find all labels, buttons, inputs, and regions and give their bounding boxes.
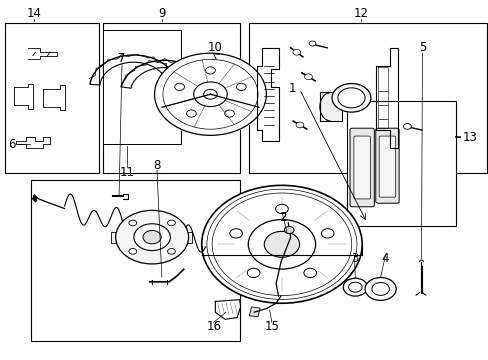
Bar <box>30 180 239 341</box>
Text: 12: 12 <box>353 8 368 21</box>
Bar <box>319 93 341 121</box>
Text: 2: 2 <box>278 211 285 224</box>
Bar <box>249 23 486 173</box>
Text: 7: 7 <box>118 52 125 65</box>
Circle shape <box>186 110 196 117</box>
Bar <box>103 30 181 144</box>
Circle shape <box>167 220 175 226</box>
Text: 3: 3 <box>350 252 357 265</box>
Circle shape <box>193 82 227 107</box>
Circle shape <box>129 220 136 226</box>
Circle shape <box>167 248 175 254</box>
Circle shape <box>303 268 316 278</box>
Circle shape <box>331 84 370 112</box>
Circle shape <box>284 226 293 234</box>
Circle shape <box>229 229 242 238</box>
Text: 13: 13 <box>461 131 476 144</box>
Text: 9: 9 <box>158 8 165 21</box>
Circle shape <box>403 123 410 129</box>
FancyBboxPatch shape <box>378 136 395 197</box>
Circle shape <box>264 231 299 257</box>
Circle shape <box>321 229 333 238</box>
Circle shape <box>174 83 184 90</box>
FancyBboxPatch shape <box>349 128 373 207</box>
Circle shape <box>236 83 245 90</box>
Text: 1: 1 <box>288 82 295 95</box>
Text: 16: 16 <box>206 320 221 333</box>
Bar <box>346 102 455 226</box>
Circle shape <box>163 59 258 129</box>
Circle shape <box>308 41 315 46</box>
Text: 8: 8 <box>153 159 161 172</box>
FancyBboxPatch shape <box>353 136 370 199</box>
Circle shape <box>343 278 367 296</box>
Circle shape <box>129 248 136 254</box>
Circle shape <box>205 67 215 74</box>
Circle shape <box>348 282 362 292</box>
Circle shape <box>371 283 388 296</box>
Circle shape <box>304 74 312 80</box>
Text: 6: 6 <box>8 138 16 151</box>
Circle shape <box>247 268 260 278</box>
Bar <box>186 232 191 243</box>
Bar <box>249 307 260 317</box>
Circle shape <box>212 193 351 296</box>
Bar <box>111 232 116 243</box>
Circle shape <box>206 189 356 300</box>
Circle shape <box>224 110 234 117</box>
Circle shape <box>116 210 188 264</box>
FancyBboxPatch shape <box>375 128 398 203</box>
Circle shape <box>203 89 217 99</box>
Circle shape <box>134 224 170 251</box>
Circle shape <box>154 53 266 135</box>
Text: 10: 10 <box>207 41 223 54</box>
Circle shape <box>248 220 315 269</box>
Text: 5: 5 <box>418 41 425 54</box>
Text: 15: 15 <box>264 320 279 333</box>
Circle shape <box>142 230 161 244</box>
Circle shape <box>201 185 362 303</box>
Circle shape <box>365 278 395 300</box>
Circle shape <box>292 49 300 55</box>
Text: 11: 11 <box>119 166 134 179</box>
Text: 14: 14 <box>27 8 42 21</box>
Circle shape <box>337 88 365 108</box>
Bar <box>5 23 99 173</box>
Text: 4: 4 <box>381 252 388 265</box>
Bar <box>102 23 239 173</box>
Circle shape <box>275 204 287 213</box>
Circle shape <box>295 122 303 128</box>
